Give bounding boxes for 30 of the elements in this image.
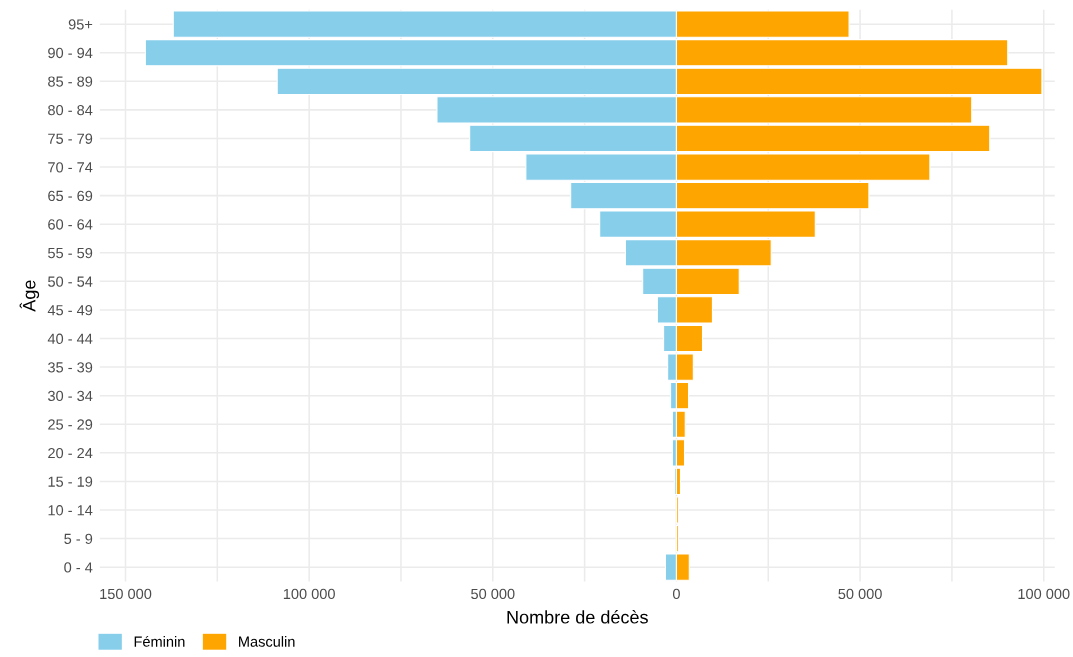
y-tick-label: 80 - 84 <box>48 104 93 116</box>
y-tick-label: 20 - 24 <box>48 447 93 459</box>
y-tick-label: 75 - 79 <box>48 133 93 144</box>
y-tick-label: 90 - 94 <box>48 47 93 59</box>
y-tick-label: 45 - 49 <box>47 305 93 316</box>
y-tick-label: 0 - 4 <box>64 562 93 573</box>
y-tick-label: 55 - 59 <box>48 247 93 259</box>
y-tick-label: 50 - 54 <box>48 276 93 287</box>
y-tick-label: 40 - 44 <box>47 333 93 344</box>
y-tick-label: 5 - 9 <box>64 533 93 544</box>
y-tick-label: 25 - 29 <box>48 419 93 430</box>
y-tick-label: 70 - 74 <box>48 162 93 173</box>
y-tick-label: 60 - 64 <box>48 219 93 230</box>
x-tick-label: 50 000 <box>471 588 515 600</box>
x-tick-label: 50 000 <box>838 588 882 600</box>
y-tick-label: 95+ <box>68 19 93 30</box>
x-tick-label: 0 <box>672 588 680 600</box>
y-axis-title: Âge <box>19 280 40 312</box>
y-tick-label: 15 - 19 <box>48 476 93 487</box>
legend-label: Féminin <box>134 635 185 647</box>
x-axis-title: Nombre de décès <box>507 610 648 624</box>
x-tick-label: 150 000 <box>100 588 152 600</box>
x-tick-label: 100 000 <box>283 588 335 600</box>
legend-label: Masculin <box>239 636 295 647</box>
x-tick-label: 100 000 <box>1018 588 1070 600</box>
y-tick-label: 65 - 69 <box>48 190 93 202</box>
y-tick-label: 10 - 14 <box>48 505 93 516</box>
y-tick-label: 85 - 89 <box>48 76 93 87</box>
y-tick-label: 35 - 39 <box>48 362 93 373</box>
y-tick-label: 30 - 34 <box>48 390 93 402</box>
